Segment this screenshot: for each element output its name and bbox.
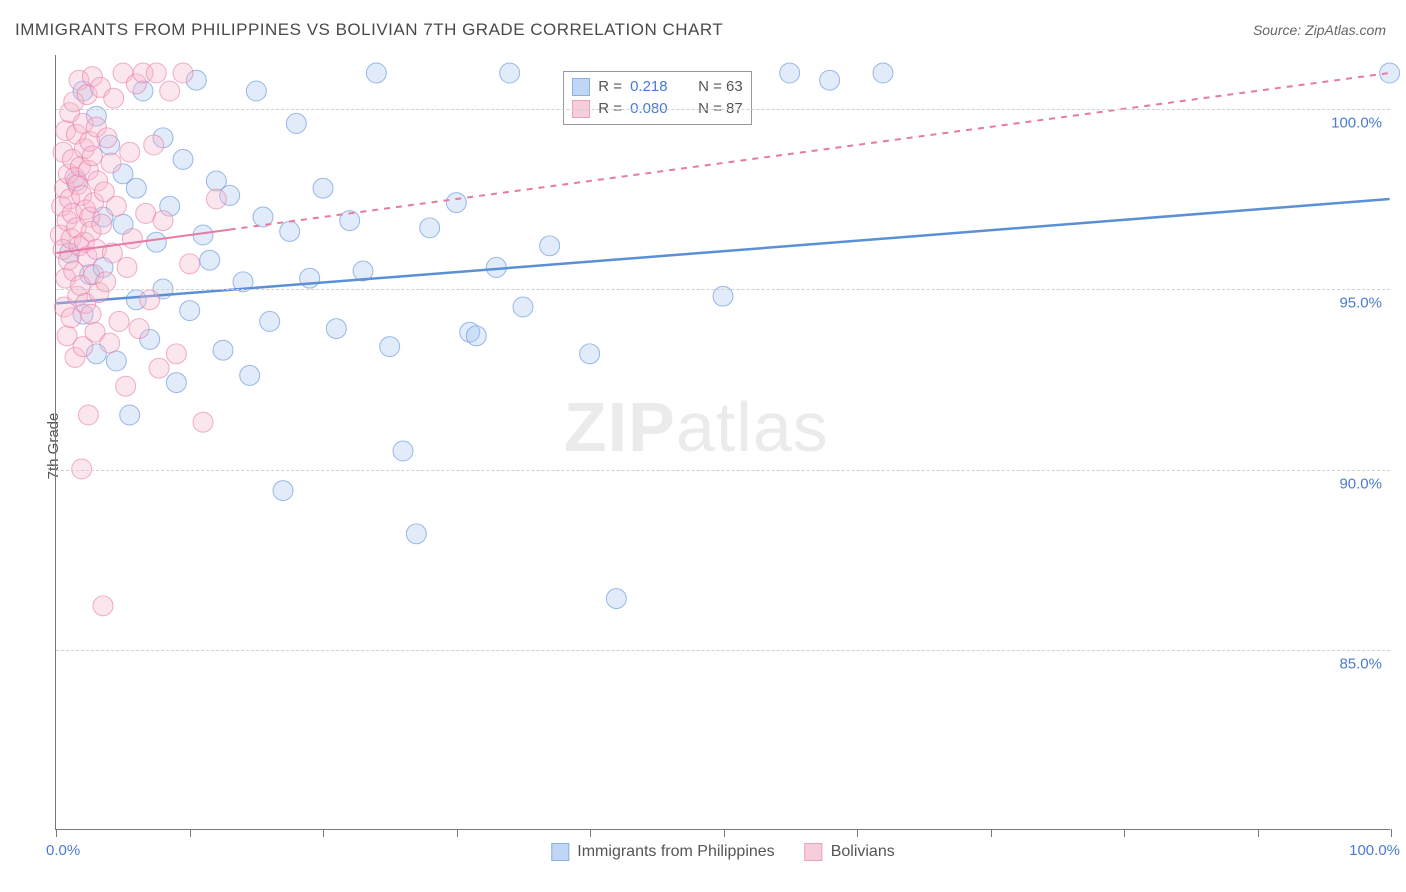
x-tick <box>457 829 458 837</box>
data-point <box>500 63 520 83</box>
data-point <box>117 257 137 277</box>
trend-line-dashed <box>230 73 1390 230</box>
data-point <box>101 153 121 173</box>
data-point <box>126 178 146 198</box>
gridline <box>56 470 1390 471</box>
data-point <box>116 376 136 396</box>
gridline <box>56 109 1390 110</box>
data-point <box>246 81 266 101</box>
r-value: 0.218 <box>630 78 680 95</box>
data-point <box>513 297 533 317</box>
data-point <box>200 250 220 270</box>
data-point <box>213 340 233 360</box>
x-tick <box>190 829 191 837</box>
x-tick <box>56 829 57 837</box>
data-point <box>280 221 300 241</box>
y-tick-label: 100.0% <box>1331 115 1382 132</box>
y-tick-label: 95.0% <box>1339 295 1382 312</box>
data-point <box>146 232 166 252</box>
x-tick <box>724 829 725 837</box>
data-point <box>313 178 333 198</box>
data-point <box>366 63 386 83</box>
data-point <box>466 326 486 346</box>
data-point <box>173 63 193 83</box>
legend-label: Bolivians <box>831 843 895 861</box>
data-point <box>446 193 466 213</box>
gridline <box>56 650 1390 651</box>
data-point <box>106 351 126 371</box>
legend-swatch <box>551 843 569 861</box>
data-point <box>420 218 440 238</box>
data-point <box>140 290 160 310</box>
x-tick <box>1391 829 1392 837</box>
y-tick-label: 85.0% <box>1339 655 1382 672</box>
data-point <box>81 304 101 324</box>
data-point <box>406 524 426 544</box>
legend-row: R = 0.218 N = 63 <box>572 76 742 98</box>
data-point <box>540 236 560 256</box>
data-point <box>93 596 113 616</box>
data-point <box>149 358 169 378</box>
data-point <box>240 365 260 385</box>
data-point <box>120 405 140 425</box>
data-point <box>61 308 81 328</box>
data-point <box>606 589 626 609</box>
legend-swatch <box>572 78 590 96</box>
data-point <box>260 311 280 331</box>
data-point <box>166 373 186 393</box>
data-point <box>780 63 800 83</box>
chart-plot-area: ZIPatlas R =0.218N = 63R =0.080N = 87 0.… <box>55 55 1390 830</box>
data-point <box>144 135 164 155</box>
data-point <box>580 344 600 364</box>
r-label: R = <box>598 78 622 95</box>
x-tick <box>991 829 992 837</box>
data-point <box>273 481 293 501</box>
x-tick <box>1124 829 1125 837</box>
data-point <box>78 405 98 425</box>
x-tick <box>323 829 324 837</box>
legend-swatch <box>805 843 823 861</box>
data-point <box>106 196 126 216</box>
data-point <box>97 128 117 148</box>
data-point <box>92 214 112 234</box>
x-min-label: 0.0% <box>46 842 80 859</box>
n-label: N = 63 <box>698 78 743 95</box>
gridline <box>56 289 1390 290</box>
series-legend: Immigrants from Philippines Bolivians <box>551 843 894 861</box>
data-point <box>380 337 400 357</box>
data-point <box>146 63 166 83</box>
x-tick <box>590 829 591 837</box>
data-point <box>100 333 120 353</box>
legend-item: Bolivians <box>805 843 895 861</box>
data-point <box>153 211 173 231</box>
data-point <box>206 189 226 209</box>
data-point <box>820 70 840 90</box>
data-point <box>326 319 346 339</box>
data-point <box>173 149 193 169</box>
data-point <box>166 344 186 364</box>
data-point <box>122 229 142 249</box>
data-point <box>393 441 413 461</box>
data-point <box>286 113 306 133</box>
x-tick <box>1258 829 1259 837</box>
data-point <box>104 88 124 108</box>
data-point <box>129 319 149 339</box>
x-tick <box>857 829 858 837</box>
data-point <box>180 254 200 274</box>
data-point <box>180 301 200 321</box>
source-label: Source: ZipAtlas.com <box>1253 22 1386 38</box>
data-point <box>193 412 213 432</box>
data-point <box>160 81 180 101</box>
data-point <box>120 142 140 162</box>
y-tick-label: 90.0% <box>1339 475 1382 492</box>
data-point <box>873 63 893 83</box>
legend-item: Immigrants from Philippines <box>551 843 774 861</box>
chart-title: IMMIGRANTS FROM PHILIPPINES VS BOLIVIAN … <box>15 20 723 40</box>
data-point <box>109 311 129 331</box>
plot-svg <box>56 55 1390 829</box>
data-point <box>82 146 102 166</box>
legend-label: Immigrants from Philippines <box>577 843 774 861</box>
x-max-label: 100.0% <box>1349 842 1400 859</box>
correlation-legend: R =0.218N = 63R =0.080N = 87 <box>563 71 751 125</box>
